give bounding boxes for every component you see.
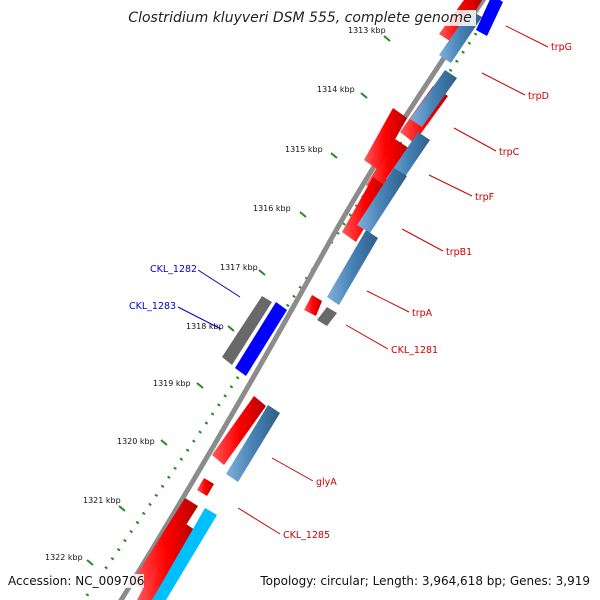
tick-label: 1321 kbp bbox=[83, 496, 121, 505]
leader-line-trpD bbox=[481, 72, 526, 96]
gene-arrow-CKL_1285[interactable] bbox=[197, 478, 214, 496]
leader-line-CKL_1285 bbox=[237, 507, 281, 535]
leader-line-CKL_1281 bbox=[345, 324, 389, 350]
tick-mark bbox=[383, 35, 391, 42]
leader-line-CKL_1282 bbox=[197, 269, 241, 298]
gene-arrow-glyA[interactable] bbox=[212, 396, 266, 465]
topology-text: Topology: circular; Length: 3,964,618 bp… bbox=[260, 574, 590, 588]
gene-arrow-cyan[interactable] bbox=[152, 508, 217, 600]
gene-label-trpF[interactable]: trpF bbox=[475, 192, 494, 203]
leader-line-trpC bbox=[453, 127, 497, 152]
map-title: Clostridium kluyveri DSM 555, complete g… bbox=[0, 10, 600, 26]
gene-label-glyA[interactable]: glyA bbox=[316, 477, 337, 488]
gene-label-trpB1[interactable]: trpB1 bbox=[446, 247, 472, 258]
tick-label: 1313 kbp bbox=[348, 26, 386, 35]
gene-label-trpC[interactable]: trpC bbox=[499, 147, 520, 158]
tick-label: 1318 kbp bbox=[186, 322, 224, 331]
leader-line-trpG bbox=[505, 25, 549, 48]
tick-mark bbox=[360, 92, 368, 99]
tick-label: 1319 kbp bbox=[153, 379, 191, 388]
gene-arrow-CKL_1282[interactable] bbox=[235, 302, 287, 376]
leader-line-trpF bbox=[428, 174, 473, 197]
leader-line-trpA bbox=[366, 290, 410, 313]
leader-line-glyA bbox=[271, 457, 314, 482]
leader-lines bbox=[177, 25, 549, 535]
tick-group: 1313 kbp 1314 kbp 1315 kbp 1316 kbp 1317… bbox=[45, 26, 391, 566]
tick-label: 1317 kbp bbox=[220, 263, 258, 272]
orf-arrow[interactable] bbox=[357, 168, 407, 233]
tick-label: 1315 kbp bbox=[285, 145, 323, 154]
gene-arrow-CKL_1283[interactable] bbox=[222, 296, 272, 365]
gene-label-CKL_1281[interactable]: CKL_1281 bbox=[391, 345, 438, 356]
backbone-line bbox=[118, 0, 487, 600]
gene-arrow-trpA[interactable] bbox=[304, 295, 322, 316]
orf-reverse-track bbox=[226, 10, 482, 482]
tick-mark bbox=[258, 269, 266, 276]
tick-mark bbox=[86, 559, 94, 566]
gene-arrow-trpF[interactable] bbox=[342, 177, 388, 242]
map-title-text: Clostridium kluyveri DSM 555, complete g… bbox=[124, 10, 476, 26]
tick-label: 1316 kbp bbox=[253, 204, 291, 213]
gene-label-trpG[interactable]: trpG bbox=[551, 42, 572, 53]
tick-mark bbox=[330, 152, 338, 159]
tick-mark bbox=[196, 382, 204, 389]
leader-line-trpB1 bbox=[401, 228, 444, 252]
tick-mark bbox=[118, 505, 126, 512]
gene-labels: trpG trpD trpC trpF trpB1 trpA CKL_1281 … bbox=[129, 42, 572, 541]
gene-label-CKL_1283[interactable]: CKL_1283 bbox=[129, 301, 176, 312]
tick-mark bbox=[160, 439, 168, 446]
gene-label-trpD[interactable]: trpD bbox=[528, 91, 549, 102]
gene-label-CKL_1282[interactable]: CKL_1282 bbox=[150, 264, 197, 275]
gene-arrow-lower-2[interactable] bbox=[137, 520, 195, 600]
tick-label: 1322 kbp bbox=[45, 553, 83, 562]
leader-line-CKL_1283 bbox=[177, 306, 222, 330]
tick-label: 1320 kbp bbox=[117, 437, 155, 446]
tick-mark bbox=[299, 211, 307, 218]
gene-arrow-trpB1[interactable] bbox=[364, 108, 407, 170]
tick-mark bbox=[227, 325, 235, 332]
orf-arrow[interactable] bbox=[410, 70, 457, 127]
gene-label-CKL_1285[interactable]: CKL_1285 bbox=[283, 530, 330, 541]
tick-label: 1314 kbp bbox=[317, 85, 355, 94]
orf-arrow[interactable] bbox=[327, 230, 378, 305]
gene-label-trpA[interactable]: trpA bbox=[412, 308, 433, 319]
misc-features bbox=[152, 0, 503, 600]
accession-text: Accession: NC_009706 bbox=[8, 574, 145, 588]
gene-arrow-trpG-blue[interactable] bbox=[476, 0, 503, 36]
orf-arrow[interactable] bbox=[226, 405, 280, 482]
gene-arrow-CKL_1281[interactable] bbox=[317, 307, 337, 326]
